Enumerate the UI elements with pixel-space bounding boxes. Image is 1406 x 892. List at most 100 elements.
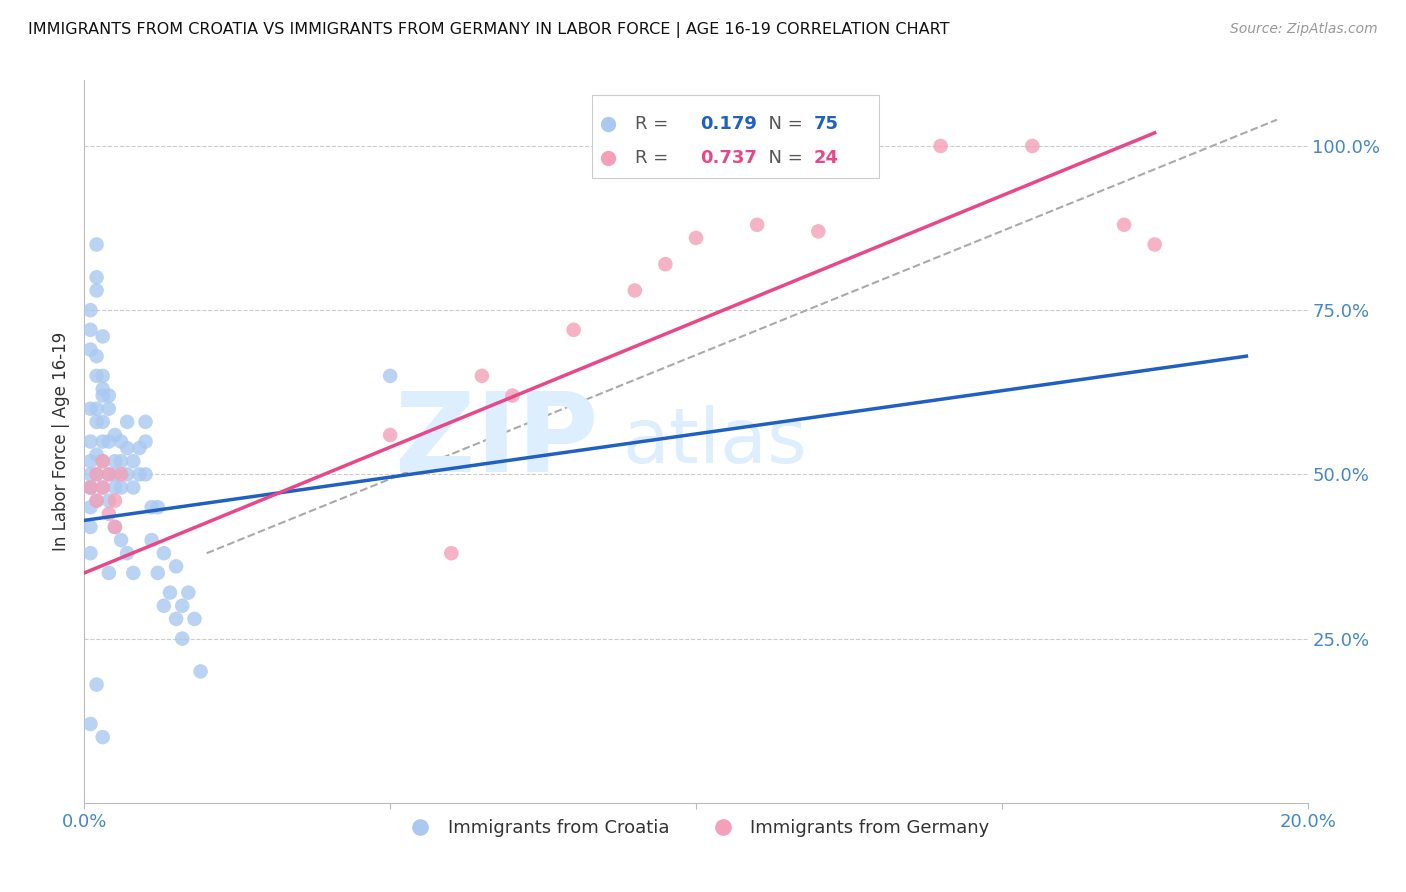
Point	[153, 546, 176, 560]
Point	[86, 677, 108, 691]
Point	[1114, 218, 1136, 232]
Point	[624, 284, 647, 298]
Point	[654, 257, 676, 271]
Text: 0.179: 0.179	[700, 115, 756, 133]
Point	[97, 493, 120, 508]
Point	[380, 428, 402, 442]
Point	[502, 388, 524, 402]
Point	[115, 415, 138, 429]
Text: atlas: atlas	[623, 405, 807, 478]
Point	[79, 303, 101, 318]
Text: IMMIGRANTS FROM CROATIA VS IMMIGRANTS FROM GERMANY IN LABOR FORCE | AGE 16-19 CO: IMMIGRANTS FROM CROATIA VS IMMIGRANTS FR…	[28, 22, 949, 38]
Point	[79, 434, 101, 449]
Point	[79, 467, 101, 482]
Point	[146, 500, 169, 515]
Text: 24: 24	[814, 149, 838, 167]
Point	[91, 454, 114, 468]
Point	[79, 401, 101, 416]
Point	[135, 467, 157, 482]
Point	[122, 454, 145, 468]
Point	[86, 467, 108, 482]
Point	[141, 533, 163, 547]
Point	[135, 434, 157, 449]
Point	[91, 382, 114, 396]
Point	[115, 546, 138, 560]
Y-axis label: In Labor Force | Age 16-19: In Labor Force | Age 16-19	[52, 332, 70, 551]
Point	[141, 500, 163, 515]
Point	[91, 434, 114, 449]
Point	[562, 323, 585, 337]
Point	[104, 454, 127, 468]
Point	[97, 467, 120, 482]
Point	[128, 467, 150, 482]
Point	[380, 368, 402, 383]
Point	[86, 237, 108, 252]
Point	[86, 415, 108, 429]
Point	[929, 139, 952, 153]
Point	[104, 493, 127, 508]
Point	[91, 329, 114, 343]
Text: 0.737: 0.737	[700, 149, 756, 167]
Point	[97, 507, 120, 521]
Point	[471, 368, 494, 383]
Point	[172, 632, 194, 646]
Point	[91, 454, 114, 468]
Text: ZIP: ZIP	[395, 388, 598, 495]
Text: R =: R =	[636, 115, 673, 133]
Point	[104, 481, 127, 495]
Text: N =: N =	[758, 149, 808, 167]
Point	[86, 401, 108, 416]
Point	[110, 533, 132, 547]
Point	[79, 343, 101, 357]
Point	[97, 388, 120, 402]
Point	[91, 368, 114, 383]
Point	[79, 546, 101, 560]
Point	[110, 481, 132, 495]
Point	[183, 612, 205, 626]
Point	[747, 218, 769, 232]
Text: R =: R =	[636, 149, 673, 167]
Point	[86, 467, 108, 482]
Text: Source: ZipAtlas.com: Source: ZipAtlas.com	[1230, 22, 1378, 37]
Point	[79, 454, 101, 468]
Point	[104, 428, 127, 442]
Point	[86, 270, 108, 285]
Text: N =: N =	[758, 115, 808, 133]
Point	[153, 599, 176, 613]
Point	[135, 415, 157, 429]
Point	[159, 585, 181, 599]
Point	[165, 559, 187, 574]
Point	[807, 224, 830, 238]
Point	[91, 730, 114, 744]
Point	[104, 520, 127, 534]
Point	[146, 566, 169, 580]
Point	[86, 448, 108, 462]
Point	[97, 566, 120, 580]
Point	[91, 481, 114, 495]
Point	[79, 481, 101, 495]
Point	[1021, 139, 1043, 153]
Point	[110, 467, 132, 482]
Point	[91, 388, 114, 402]
Point	[165, 612, 187, 626]
Point	[115, 467, 138, 482]
Point	[128, 441, 150, 455]
Point	[86, 493, 108, 508]
Point	[86, 368, 108, 383]
Point	[91, 415, 114, 429]
Point	[440, 546, 463, 560]
Point	[685, 231, 707, 245]
Point	[97, 401, 120, 416]
Point	[86, 493, 108, 508]
FancyBboxPatch shape	[592, 95, 880, 178]
Point	[86, 284, 108, 298]
Point	[1143, 237, 1166, 252]
Point	[79, 520, 101, 534]
Point	[172, 599, 194, 613]
Point	[79, 481, 101, 495]
Point	[110, 454, 132, 468]
Point	[177, 585, 200, 599]
Point	[122, 481, 145, 495]
Point	[79, 717, 101, 731]
Point	[115, 441, 138, 455]
